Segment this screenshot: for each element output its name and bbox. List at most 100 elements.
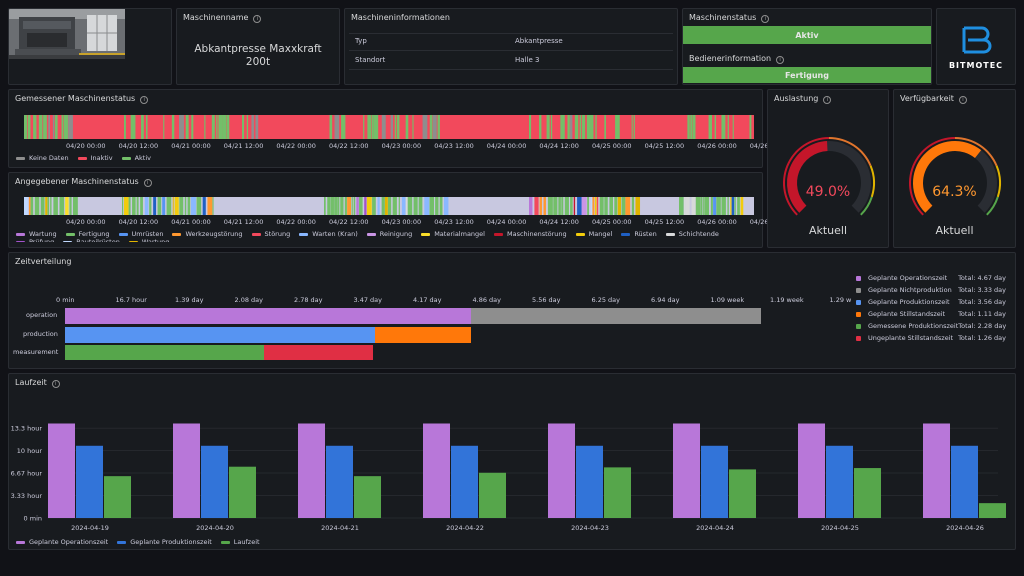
row-label-operation: operation xyxy=(26,311,58,319)
row-label-production: production xyxy=(23,330,58,338)
status-segment xyxy=(412,115,414,139)
axis-tick: 16.7 hour xyxy=(115,296,147,304)
tv-legend-item[interactable]: Geplante Stillstandszeit Total: 1.11 day xyxy=(856,310,1006,318)
legend-label: Umrüsten xyxy=(131,230,164,238)
legend-item[interactable]: Werkzeugstörung xyxy=(172,230,243,238)
status-segment xyxy=(222,115,227,139)
legend-swatch xyxy=(856,275,861,281)
status-segment xyxy=(405,115,409,139)
time-distribution-bar[interactable] xyxy=(471,308,761,324)
status-segment xyxy=(371,115,374,139)
legend-swatch xyxy=(16,540,25,544)
status-segment xyxy=(590,115,594,139)
legend-item[interactable]: Maschinenstörung xyxy=(493,230,567,238)
y-tick: 3.33 hour xyxy=(11,492,43,500)
tv-legend-item[interactable]: Gemessene Produktionszeit Total: 2.28 day xyxy=(856,322,1006,330)
legend-item[interactable]: Aktiv xyxy=(121,154,151,162)
tv-legend-item[interactable]: Ungeplante Stillstandszeit Total: 1.26 da… xyxy=(856,334,1006,342)
time-distribution-bar[interactable] xyxy=(65,308,471,324)
legend-item[interactable]: Störung xyxy=(251,230,290,238)
operator-info-value: Fertigung xyxy=(683,67,931,83)
legend-item[interactable]: Schichtende xyxy=(665,230,719,238)
legend-item[interactable]: Prüfung xyxy=(16,238,54,242)
legend-label: Geplante Stillstandszeit xyxy=(868,310,946,318)
status-segment xyxy=(390,115,394,139)
machine-name-value: Abkantpresse Maxxkraft 200t xyxy=(194,43,322,68)
status-segment xyxy=(367,115,371,139)
status-segment xyxy=(691,197,696,215)
status-segment xyxy=(52,115,55,139)
legend-item[interactable]: Wartung xyxy=(16,230,57,238)
status-segment xyxy=(184,197,187,215)
gauge-threshold xyxy=(995,165,1001,198)
status-segment xyxy=(334,197,338,215)
info-icon[interactable]: i xyxy=(761,15,770,23)
legend-item[interactable]: Bauteilrüsten xyxy=(63,238,120,242)
legend-item[interactable]: Materialmangel xyxy=(421,230,485,238)
time-distribution-bar[interactable] xyxy=(65,345,264,360)
axis-tick: 4.86 day xyxy=(472,296,502,304)
status-segment xyxy=(586,115,591,139)
info-icon[interactable]: i xyxy=(51,380,60,388)
legend-swatch xyxy=(117,540,127,544)
status-segment xyxy=(621,197,626,215)
measured-status-timeline[interactable] xyxy=(24,115,754,139)
status-segment xyxy=(579,115,582,139)
tv-legend-item[interactable]: Geplante Produktionszeit Total: 3.56 day xyxy=(856,298,1006,306)
legend-item[interactable]: Rüsten xyxy=(621,230,657,238)
legend-item[interactable]: Reinigung xyxy=(366,230,412,238)
info-icon[interactable]: i xyxy=(253,15,262,23)
status-segment xyxy=(615,115,620,139)
legend-item[interactable]: Geplante Operationszeit xyxy=(16,538,108,546)
status-segment xyxy=(377,197,380,215)
status-segment xyxy=(146,115,148,139)
info-icon[interactable]: i xyxy=(958,96,967,104)
status-segment xyxy=(123,197,129,215)
time-tick: 04/22 12:00 xyxy=(329,218,369,226)
legend-item[interactable]: Warten (Kran) xyxy=(299,230,358,238)
status-segment xyxy=(157,197,162,215)
legend-label: Maschinenstörung xyxy=(506,230,567,238)
status-segment xyxy=(68,115,73,139)
tv-legend-item[interactable]: Geplante Operationszeit Total: 4.67 day xyxy=(856,274,1006,282)
status-segment xyxy=(172,197,174,215)
legend-label: Schichtende xyxy=(678,230,719,238)
legend-label: Geplante Produktionszeit xyxy=(130,538,212,546)
utilization-value: 49.0% xyxy=(805,184,851,200)
legend-item[interactable]: Laufzeit xyxy=(220,538,260,546)
legend-item[interactable]: Keine Daten xyxy=(16,154,69,162)
legend-item[interactable]: Wartung xyxy=(128,238,169,242)
legend-item[interactable]: Fertigung xyxy=(65,230,110,238)
x-tick: 2024-04-20 xyxy=(196,524,234,532)
status-segment xyxy=(398,197,400,215)
status-segment xyxy=(413,197,418,215)
status-segment xyxy=(132,197,136,215)
legend-label: Prüfung xyxy=(29,238,55,242)
time-distribution-bar[interactable] xyxy=(375,327,471,343)
status-segment xyxy=(685,197,690,215)
time-distribution-bar[interactable] xyxy=(264,345,373,360)
legend-item[interactable]: Geplante Produktionszeit xyxy=(117,538,212,546)
table-divider xyxy=(349,33,673,34)
tv-legend-item[interactable]: Geplante Nichtproduktion Total: 3.33 day xyxy=(856,286,1006,294)
time-tick: 04/25 00:00 xyxy=(592,142,632,150)
bitmotec-logo-icon xyxy=(962,26,992,54)
time-distribution-bar[interactable] xyxy=(65,327,375,343)
status-segment xyxy=(251,115,254,139)
legend-item[interactable]: Umrüsten xyxy=(118,230,164,238)
status-segment xyxy=(40,197,45,215)
info-icon[interactable]: i xyxy=(143,179,152,187)
bar xyxy=(854,468,881,518)
status-segment xyxy=(407,197,413,215)
bar xyxy=(701,445,728,518)
legend-item[interactable]: Mangel xyxy=(575,230,612,238)
info-icon[interactable]: i xyxy=(823,96,832,104)
legend-label: Rüsten xyxy=(634,230,657,238)
status-segment xyxy=(59,197,65,215)
info-icon[interactable]: i xyxy=(140,96,149,104)
status-segment xyxy=(734,197,736,215)
legend-item[interactable]: Inaktiv xyxy=(77,154,113,162)
declared-status-timeline[interactable] xyxy=(24,197,754,215)
info-icon[interactable]: i xyxy=(776,56,785,64)
panel-title: Bedienerinformation i xyxy=(689,54,785,64)
